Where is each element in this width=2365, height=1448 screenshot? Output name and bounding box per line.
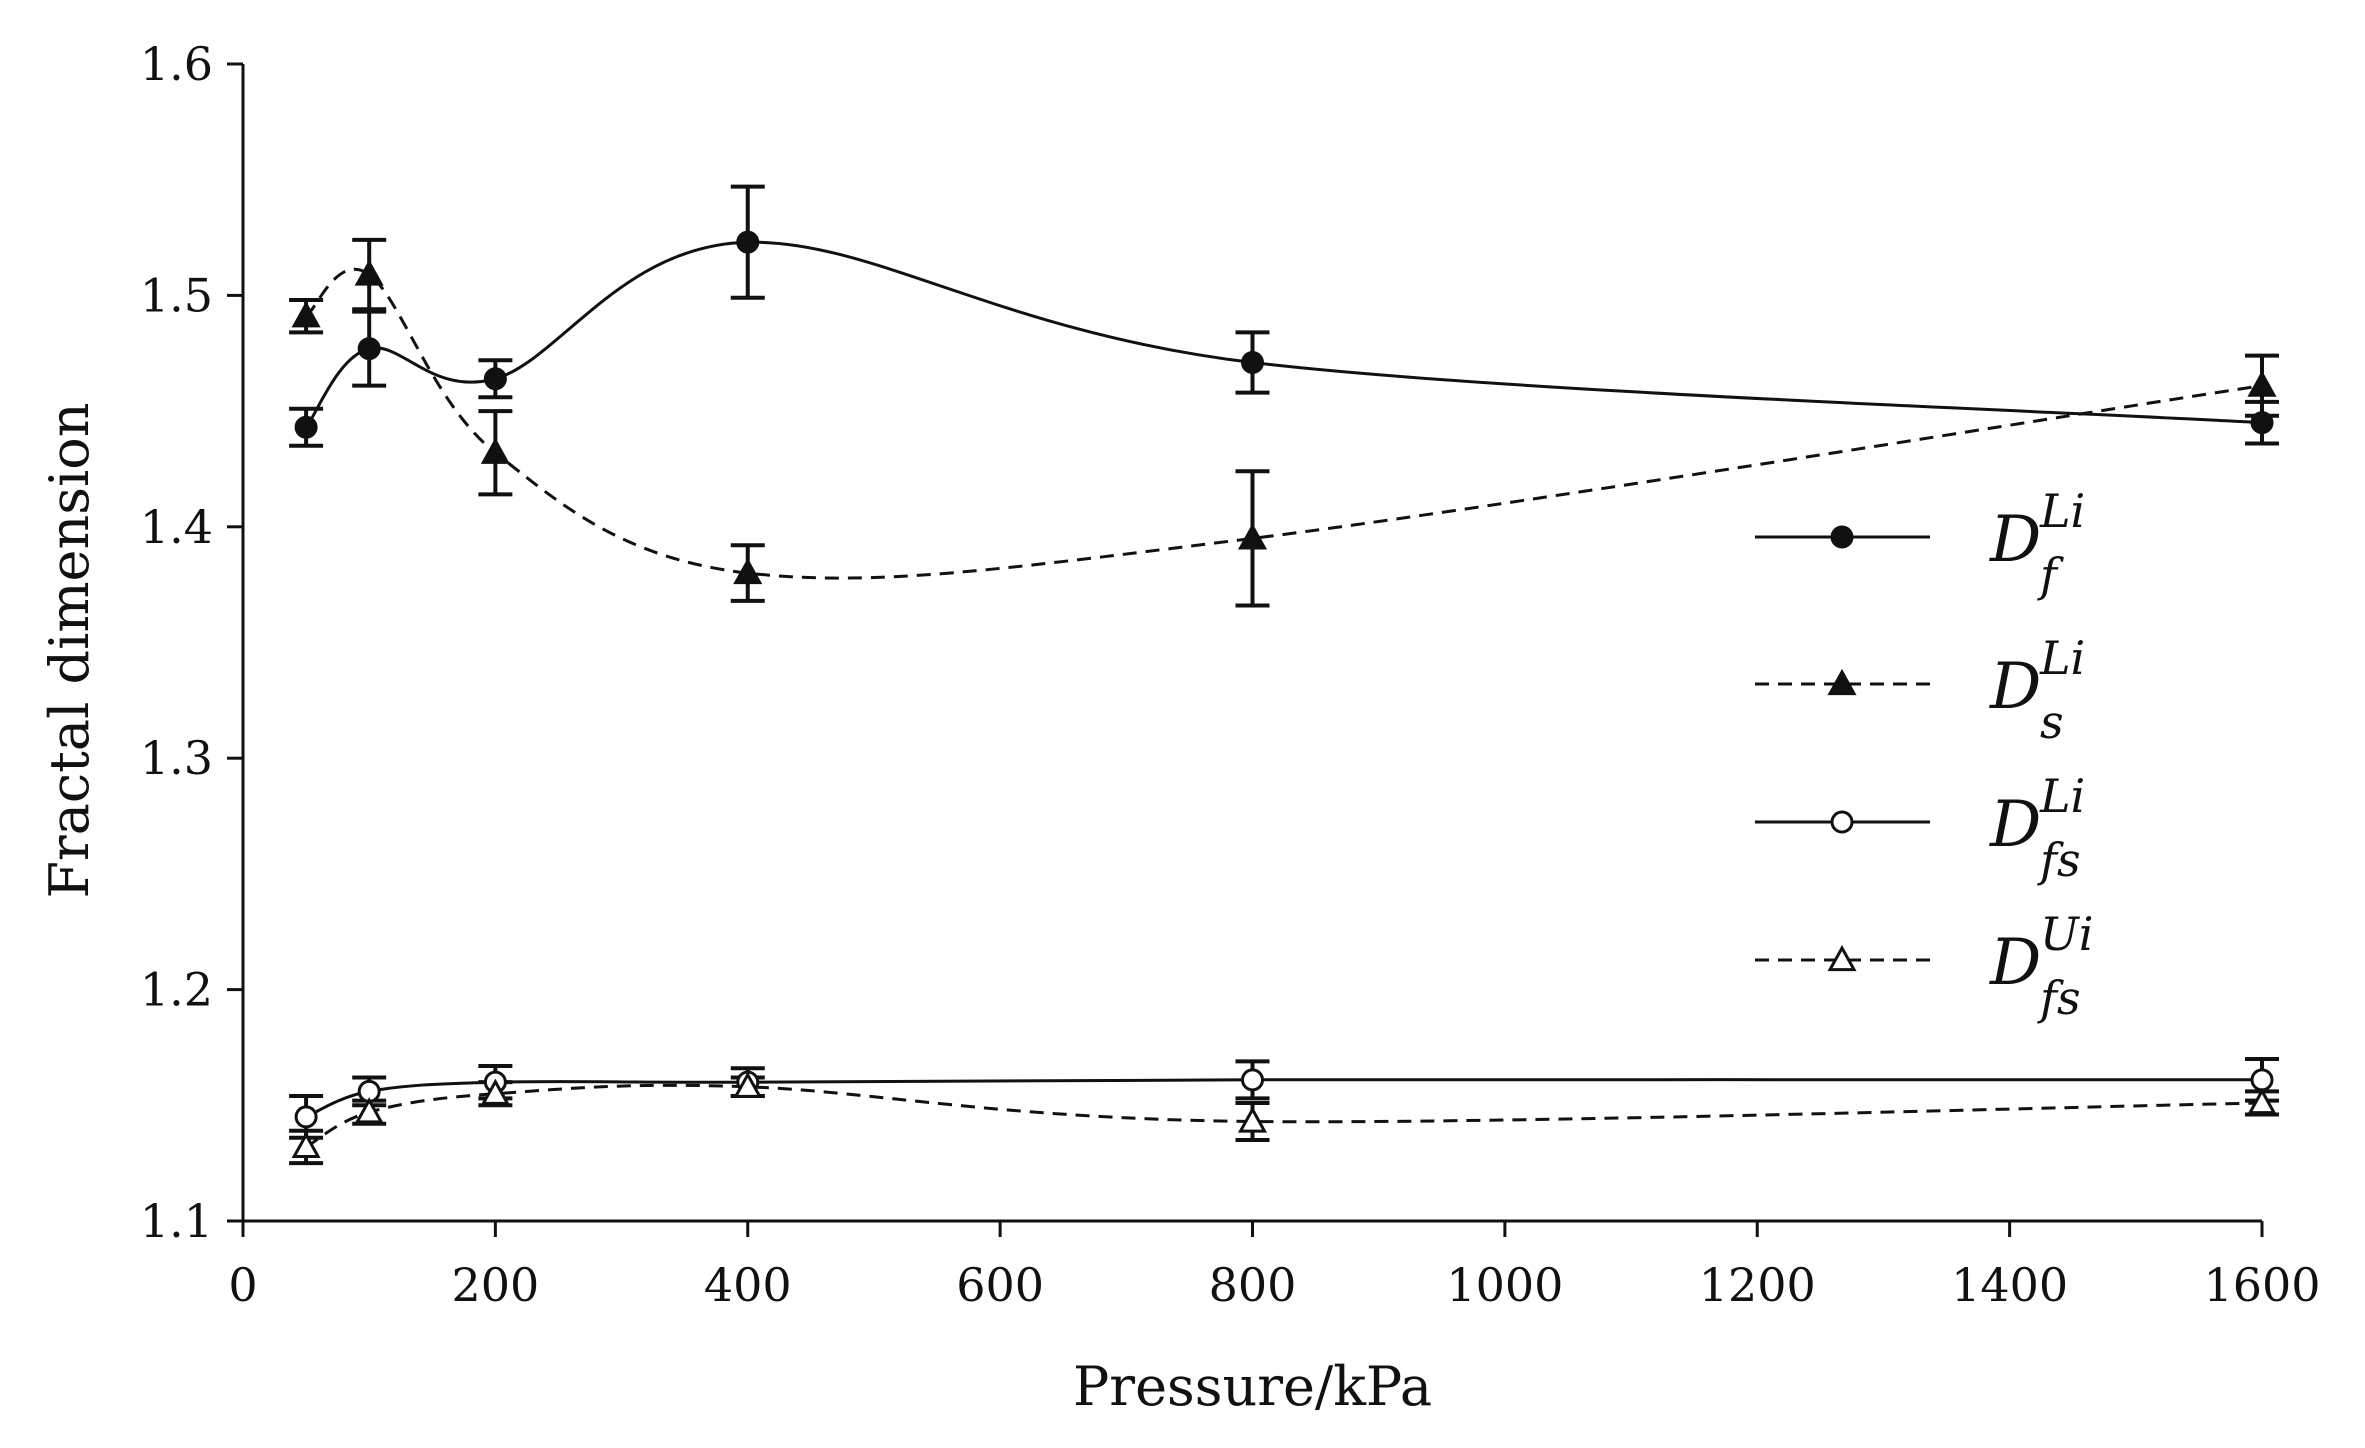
y-tick-label: 1.4: [140, 500, 213, 554]
legend-label-superscript: Li: [2039, 769, 2085, 823]
series-line-df_li: [304, 240, 2263, 429]
legend-label-subscript: s: [2040, 695, 2064, 749]
data-point-dfs_li: [2250, 1068, 2274, 1092]
data-point-dfs_ui: [291, 1131, 321, 1159]
x-tick-label: 1000: [1446, 1258, 1563, 1312]
error-bars: [289, 184, 2279, 1166]
legend-item-dfs_ui: DUi fs: [1755, 907, 2093, 1025]
data-markers: [291, 230, 2277, 1159]
data-point-ds_li: [480, 437, 510, 464]
series-curves: [304, 240, 2263, 1149]
data-point-ds_li: [354, 259, 384, 286]
x-tick-label: 1600: [2203, 1258, 2320, 1312]
legend-label-subscript: fs: [2037, 971, 2081, 1025]
y-tick-label: 1.3: [140, 731, 213, 785]
y-tick-label: 1.2: [140, 963, 213, 1017]
series-line-dfs_ui: [305, 1083, 2263, 1149]
legend-item-df_li: DLi f: [1755, 484, 2085, 602]
y-tick-label: 1.1: [140, 1194, 213, 1248]
legend-marker: [1830, 810, 1854, 834]
series-line-ds_li: [305, 267, 2263, 580]
data-point-df_li: [736, 230, 760, 254]
x-tick-label: 400: [704, 1258, 792, 1312]
data-point-df_li: [357, 337, 381, 361]
data-point-df_li: [294, 415, 318, 439]
legend-label-subscript: fs: [2037, 833, 2081, 887]
legend-marker: [1827, 944, 1857, 972]
x-tick-label: 200: [451, 1258, 539, 1312]
data-point-dfs_li: [1241, 1068, 1264, 1092]
x-tick-label: 800: [1209, 1258, 1297, 1312]
legend-item-ds_li: DLi s: [1755, 631, 2085, 749]
legend-label-base: D: [1989, 926, 2041, 1000]
legend-label-subscript: f: [2037, 548, 2064, 602]
y-tick-label: 1.5: [140, 268, 213, 322]
data-point-dfs_ui: [1237, 1106, 1268, 1133]
y-tick-label: 1.6: [140, 37, 213, 91]
x-tick-label: 1200: [1699, 1258, 1816, 1312]
y-axis-title: Fractal dimension: [38, 402, 101, 898]
legend-label-base: D: [1989, 788, 2041, 862]
legend-label-base: D: [1989, 650, 2041, 724]
data-point-dfs_ui: [733, 1071, 763, 1098]
legend-marker: [1827, 668, 1857, 696]
data-point-dfs_ui: [354, 1097, 384, 1124]
legend-label-superscript: Ui: [2040, 907, 2093, 961]
data-point-dfs_li: [294, 1105, 318, 1129]
data-point-ds_li: [2247, 370, 2277, 397]
data-point-df_li: [1241, 351, 1264, 375]
data-point-ds_li: [291, 301, 321, 328]
x-tick-label: 600: [956, 1258, 1044, 1312]
legend-item-dfs_li: DLi fs: [1755, 769, 2085, 887]
x-tick-label: 1400: [1951, 1258, 2068, 1312]
data-point-dfs_ui: [480, 1078, 510, 1105]
axes: 1.1 1.2 1.3 1.4 1.5 1.6 0 200 400 600 800 1000 1200 1…: [140, 37, 2321, 1312]
x-tick-label: 0: [228, 1258, 257, 1312]
data-point-df_li: [483, 367, 507, 391]
legend-label-superscript: Li: [2039, 631, 2085, 685]
series-line-dfs_li: [305, 1078, 2263, 1119]
legend-marker: [1830, 525, 1854, 549]
legend-label-base: D: [1989, 503, 2041, 577]
data-point-ds_li: [733, 557, 763, 585]
legend-label-superscript: Li: [2039, 484, 2085, 538]
data-point-ds_li: [1237, 523, 1268, 550]
data-point-df_li: [2250, 411, 2274, 435]
data-point-dfs_ui: [2247, 1087, 2277, 1115]
x-axis-title: Pressure/kPa: [1073, 1355, 1432, 1418]
